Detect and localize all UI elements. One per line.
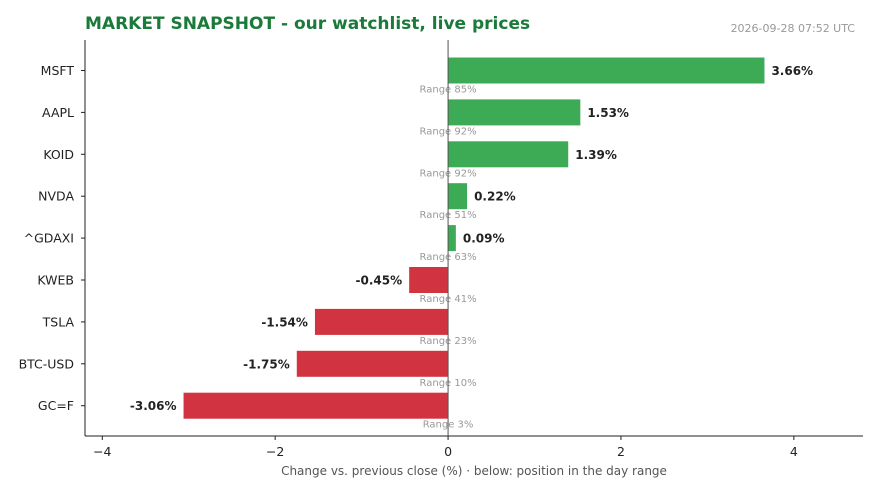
bar-gcf xyxy=(183,392,449,419)
bar-btcusd xyxy=(296,350,449,377)
x-tick-label: 2 xyxy=(617,444,625,459)
x-tick-label: −2 xyxy=(266,444,284,459)
bar-value-label: -3.06% xyxy=(130,399,177,413)
chart-title: MARKET SNAPSHOT - our watchlist, live pr… xyxy=(85,14,531,34)
y-tick-label: GC=F xyxy=(38,398,74,413)
bar-gdaxi xyxy=(448,225,456,252)
bar-value-label: 1.53% xyxy=(587,106,629,120)
bar-nvda xyxy=(448,183,468,210)
bar-value-label: -0.45% xyxy=(356,274,403,288)
bar-koid xyxy=(448,141,569,168)
x-tick-label: −4 xyxy=(93,444,111,459)
bar-value-label: 0.22% xyxy=(474,190,516,204)
bar-value-label: 1.39% xyxy=(575,148,617,162)
y-tick-label: BTC-USD xyxy=(19,356,74,371)
x-axis-label: Change vs. previous close (%) · below: p… xyxy=(281,464,667,478)
timestamp: 2026-09-28 07:52 UTC xyxy=(730,22,855,35)
bar-kweb xyxy=(409,267,449,293)
y-tick-label: KWEB xyxy=(37,273,74,288)
bar-value-label: 3.66% xyxy=(771,64,813,78)
y-tick-label: ^GDAXI xyxy=(24,231,74,246)
bar-value-label: 0.09% xyxy=(463,232,505,246)
y-tick-label: MSFT xyxy=(41,63,75,78)
bar-value-label: -1.54% xyxy=(261,315,308,329)
y-tick-label: NVDA xyxy=(38,189,74,204)
y-tick-label: TSLA xyxy=(42,314,75,329)
bar-value-label: -1.75% xyxy=(243,357,290,371)
bar-msft xyxy=(448,57,765,84)
bar-aapl xyxy=(448,99,581,126)
x-tick-label: 0 xyxy=(444,444,452,459)
y-tick-label: AAPL xyxy=(42,105,74,120)
x-tick-label: 4 xyxy=(790,444,798,459)
bar-tsla xyxy=(314,308,449,335)
y-tick-label: KOID xyxy=(43,147,74,162)
